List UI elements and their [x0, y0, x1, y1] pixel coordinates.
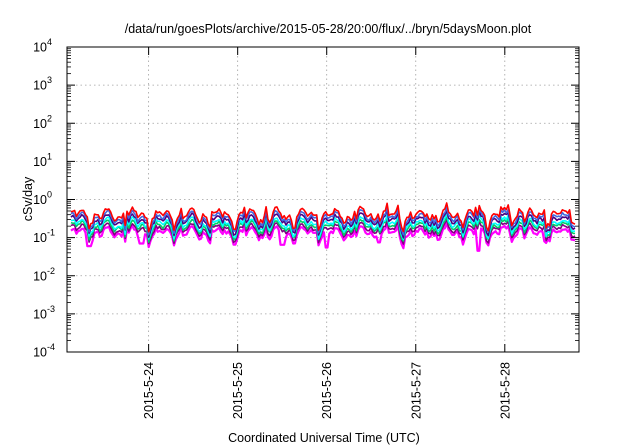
y-tick-base: 10: [33, 79, 47, 93]
y-tick-base: 10: [33, 346, 47, 360]
y-tick-base: 10: [33, 269, 47, 283]
y-tick-exponent: 3: [47, 75, 52, 85]
grid-lines: [67, 47, 579, 352]
x-tick-label: 2015-5-25: [231, 362, 245, 419]
x-tick-label: 2015-5-24: [142, 362, 156, 419]
y-tick-label: 10: [33, 269, 47, 283]
axis-ticks: [67, 46, 579, 353]
y-tick-label: 10: [33, 41, 47, 55]
y-tick-exponent: 4: [47, 37, 52, 47]
y-tick-exponent: 2: [47, 113, 52, 123]
y-axis-label: cSv/day: [21, 176, 35, 221]
series-line: [70, 202, 576, 233]
y-tick-exponent: -1: [47, 228, 55, 238]
y-tick-base: 10: [33, 307, 47, 321]
y-tick-exponent: 1: [47, 151, 52, 161]
y-tick-label: 10: [33, 346, 47, 360]
y-tick-label: 10: [33, 307, 47, 321]
y-tick-exponent: 0: [47, 190, 52, 200]
series-lines: [70, 202, 576, 252]
chart-title: /data/run/goesPlots/archive/2015-05-28/2…: [125, 22, 532, 36]
y-tick-label: 10: [33, 231, 47, 245]
x-axis-label: Coordinated Universal Time (UTC): [228, 431, 420, 445]
y-tick-base: 10: [33, 193, 47, 207]
y-tick-label: 10: [33, 155, 47, 169]
y-tick-exponent: -2: [47, 266, 55, 276]
y-tick-exponent: -3: [47, 304, 55, 314]
x-tick-labels: 2015-5-24 2015-5-25 2015-5-26 2015-5-27 2015…: [142, 362, 512, 419]
y-tick-label: 10: [33, 193, 47, 207]
y-tick-label: 10: [33, 79, 47, 93]
y-tick-exponent: -4: [47, 342, 55, 352]
y-tick-base: 10: [33, 117, 47, 131]
x-tick-label: 2015-5-26: [320, 362, 334, 419]
y-tick-base: 10: [33, 231, 47, 245]
y-tick-base: 10: [33, 41, 47, 55]
x-tick-label: 2015-5-28: [498, 362, 512, 419]
y-tick-label: 10: [33, 117, 47, 131]
x-tick-label: 2015-5-27: [409, 362, 423, 419]
y-tick-base: 10: [33, 155, 47, 169]
